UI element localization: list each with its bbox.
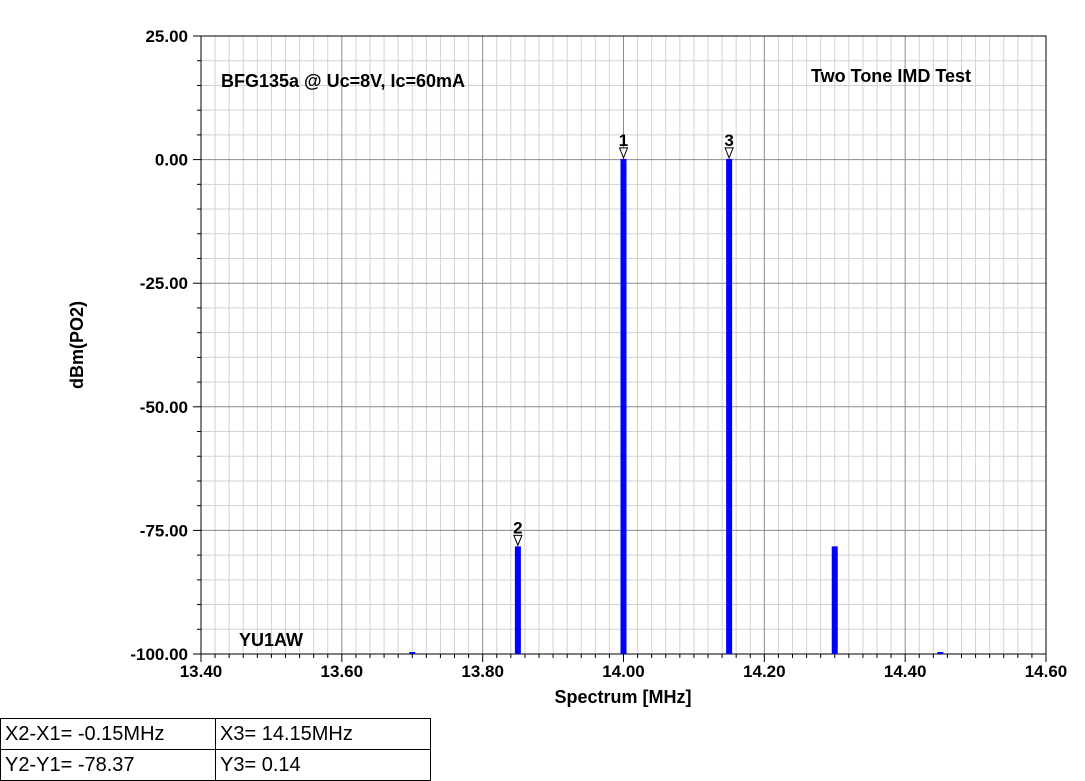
x-tick-label: 14.40 — [884, 662, 927, 681]
readout-row: X2-X1= -0.15MHz X3= 14.15MHz — [0, 718, 431, 750]
marker-readout-table: X2-X1= -0.15MHz X3= 14.15MHz Y2-Y1= -78.… — [0, 718, 431, 781]
y-tick-label: 25.00 — [145, 27, 188, 46]
x-axis-title: Spectrum [MHz] — [554, 687, 691, 707]
marker-label: 1 — [619, 131, 628, 150]
readout-x3: X3= 14.15MHz — [215, 718, 431, 750]
x-tick-label: 13.40 — [180, 662, 223, 681]
x-tick-labels: 13.40 13.60 13.80 14.00 14.20 14.40 14.60 — [180, 662, 1068, 681]
marker-label: 2 — [513, 518, 522, 537]
spectrum-bar — [726, 158, 733, 654]
spectrum-bar — [937, 652, 944, 654]
bars — [409, 158, 944, 654]
marker-triangle-icon — [724, 147, 734, 160]
readout-delta-x: X2-X1= -0.15MHz — [0, 718, 216, 750]
device-annotation: BFG135a @ Uc=8V, Ic=60mA — [221, 71, 465, 91]
y-tick-label: -75.00 — [140, 521, 188, 540]
readout-row: Y2-Y1= -78.37 Y3= 0.14 — [0, 749, 431, 781]
x-tick-label: 13.80 — [461, 662, 504, 681]
spectrum-bar — [620, 158, 627, 654]
x-tick-label: 14.60 — [1025, 662, 1068, 681]
readout-y3: Y3= 0.14 — [215, 749, 431, 781]
marker-triangle-icon — [618, 147, 629, 160]
spectrum-bar — [409, 652, 416, 654]
readout-delta-y: Y2-Y1= -78.37 — [0, 749, 216, 781]
y-tick-label: 0.00 — [155, 151, 188, 170]
marker-triangle-icon — [513, 534, 523, 547]
y-tick-label: -25.00 — [140, 274, 188, 293]
spectrum-bar — [514, 546, 521, 654]
x-tick-label: 13.60 — [321, 662, 364, 681]
spectrum-bar — [831, 546, 838, 654]
spectrum-chart: 1 2 3 25.00 0.00 -25.00 -50.00 -75.00 -100.00 1… — [67, 27, 1068, 707]
y-tick-label: -50.00 — [140, 398, 188, 417]
x-tick-label: 14.00 — [602, 662, 645, 681]
y-axis-title: dBm(PO2) — [67, 301, 87, 389]
x-tick-label: 14.20 — [743, 662, 786, 681]
markers: 1 2 3 — [513, 131, 734, 547]
y-tick-labels: 25.00 0.00 -25.00 -50.00 -75.00 -100.00 — [130, 27, 188, 664]
test-annotation: Two Tone IMD Test — [811, 66, 971, 86]
author-annotation: YU1AW — [239, 630, 303, 650]
axis-minor-ticks — [193, 35, 1047, 662]
marker-label: 3 — [724, 131, 733, 150]
y-tick-label: -100.00 — [130, 645, 188, 664]
